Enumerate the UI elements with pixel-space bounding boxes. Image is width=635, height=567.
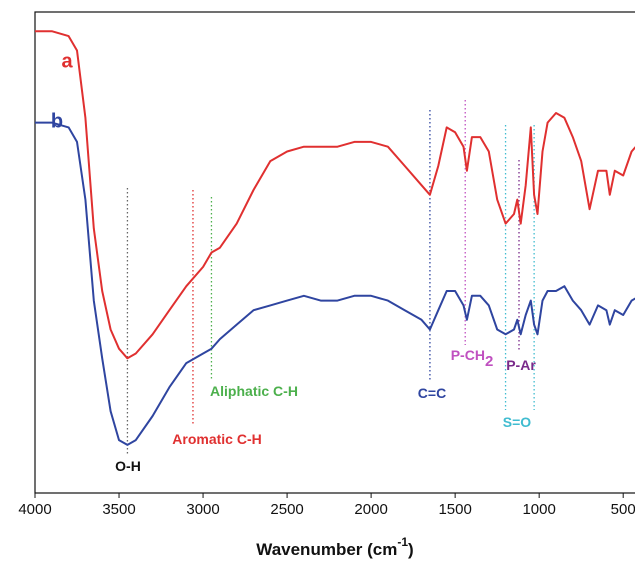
annotation-label: P-CH2: [451, 347, 494, 370]
x-tick-label: 2500: [270, 501, 303, 518]
x-tick-label: 1000: [522, 501, 555, 518]
plot-frame: [34, 11, 635, 494]
series-label: b: [51, 110, 63, 132]
annotation-label-text: Aliphatic C-H: [210, 383, 298, 399]
annotation-label: P-Ar: [506, 357, 536, 373]
x-axis-label-text: Wavenumber (cm: [256, 540, 397, 559]
x-tick-label: 2000: [354, 501, 387, 518]
annotation-label: Aromatic C-H: [172, 431, 261, 447]
x-axis-label-sup: -1: [397, 535, 408, 549]
x-tick-label: 3500: [102, 501, 135, 518]
annotation-label-text: S=O: [503, 414, 532, 430]
annotation-label: S=O: [503, 414, 532, 430]
annotation-label: Aliphatic C-H: [210, 383, 298, 399]
annotation-label: O-H: [115, 458, 141, 474]
spectrum-line: [35, 30, 635, 360]
x-axis-label: Wavenumber (cm-1): [256, 535, 413, 559]
x-tick-label: 3000: [186, 501, 219, 518]
annotation-label-sub: 2: [485, 353, 493, 370]
annotation-label-text: Aromatic C-H: [172, 431, 261, 447]
x-axis-label-end: ): [408, 540, 414, 559]
annotation-label-text: P-CH: [451, 347, 485, 363]
x-tick-label: 4000: [18, 501, 51, 518]
annotation-label-text: C=C: [418, 385, 446, 401]
spectrum-line: [35, 121, 635, 446]
annotation-label-text: O-H: [115, 458, 141, 474]
annotation-label-text: P-Ar: [506, 357, 536, 373]
x-tick-label: 1500: [438, 501, 471, 518]
x-tick-label: 500: [611, 501, 635, 518]
annotation-label: C=C: [418, 385, 446, 401]
series-label: a: [61, 50, 73, 72]
